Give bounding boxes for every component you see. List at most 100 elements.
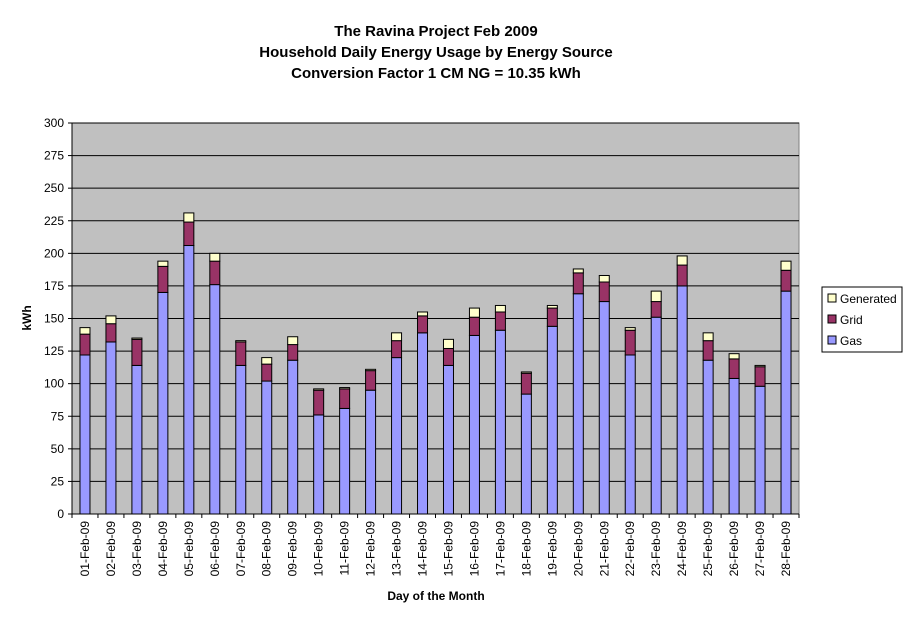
y-tick-label: 150	[44, 312, 64, 326]
bar-grid-5	[183, 221, 195, 247]
bar-gas-27	[754, 385, 766, 515]
x-tick-label: 23-Feb-09	[649, 521, 663, 577]
bar-grid-26	[728, 358, 740, 379]
bar-grid-14	[417, 315, 429, 334]
bar-generated-20	[572, 268, 584, 274]
x-axis-tick-labels: 01-Feb-09 02-Feb-09 03-Feb-09 04-Feb-09 05-F…	[71, 514, 800, 577]
bar-gas-7	[235, 364, 247, 515]
bar-generated-14	[417, 311, 429, 317]
bar-grid-24	[676, 264, 688, 287]
bar-generated-5	[183, 212, 195, 223]
bar-generated-9	[287, 336, 299, 346]
bar-gas-8	[261, 380, 273, 515]
bar-generated-26	[728, 353, 740, 360]
bar-grid-12	[365, 370, 377, 391]
bar-grid-17	[494, 311, 506, 331]
x-tick-label: 02-Feb-09	[104, 521, 118, 577]
bar-grid-18	[520, 372, 532, 395]
x-tick-label: 09-Feb-09	[286, 521, 300, 577]
bar-generated-10	[313, 388, 325, 391]
x-tick-label: 16-Feb-09	[467, 521, 481, 577]
bar-generated-18	[520, 371, 532, 374]
x-tick-label: 05-Feb-09	[182, 521, 196, 577]
bar-grid-13	[391, 340, 403, 359]
y-tick-label: 275	[44, 149, 64, 163]
bar-grid-7	[235, 341, 247, 366]
y-tick-label: 125	[44, 344, 64, 358]
bar-generated-6	[209, 252, 221, 262]
bar-generated-3	[131, 337, 143, 340]
bar-gas-14	[417, 332, 429, 515]
legend-label-grid: Grid	[840, 313, 863, 327]
x-tick-label: 06-Feb-09	[208, 521, 222, 577]
bar-grid-21	[598, 281, 610, 303]
x-tick-label: 13-Feb-09	[390, 521, 404, 577]
x-tick-label: 22-Feb-09	[623, 521, 637, 577]
bar-generated-16	[468, 307, 480, 318]
x-tick-label: 28-Feb-09	[779, 521, 793, 577]
bar-gas-4	[157, 291, 169, 515]
bar-grid-15	[442, 347, 454, 366]
bar-gas-20	[572, 293, 584, 515]
bar-generated-27	[754, 364, 766, 368]
legend-label-gas: Gas	[840, 334, 862, 348]
bar-generated-7	[235, 340, 247, 343]
bar-gas-16	[468, 334, 480, 515]
bar-generated-8	[261, 357, 273, 365]
bar-grid-4	[157, 265, 169, 293]
bar-generated-1	[79, 327, 91, 335]
bar-generated-25	[702, 332, 714, 342]
bar-gas-21	[598, 301, 610, 515]
bar-grid-2	[105, 323, 117, 343]
bar-grid-20	[572, 272, 584, 295]
bar-grid-19	[546, 307, 558, 327]
y-tick-label: 225	[44, 214, 64, 228]
bar-generated-4	[157, 260, 169, 267]
bar-generated-13	[391, 332, 403, 342]
x-tick-label: 18-Feb-09	[519, 521, 533, 577]
bar-grid-8	[261, 363, 273, 382]
y-tick-label: 0	[57, 507, 64, 521]
bar-gas-18	[520, 393, 532, 515]
x-tick-label: 17-Feb-09	[493, 521, 507, 577]
bar-gas-28	[780, 290, 792, 515]
bar-grid-3	[131, 338, 143, 366]
bar-generated-23	[650, 290, 662, 303]
bar-gas-23	[650, 316, 662, 515]
bar-gas-12	[365, 389, 377, 515]
bar-grid-1	[79, 333, 91, 356]
x-tick-label: 14-Feb-09	[416, 521, 430, 577]
bar-gas-9	[287, 359, 299, 515]
bar-generated-2	[105, 315, 117, 325]
x-tick-label: 21-Feb-09	[597, 521, 611, 577]
x-tick-label: 12-Feb-09	[364, 521, 378, 577]
chart-title-line-2: Household Daily Energy Usage by Energy S…	[259, 44, 612, 61]
bar-generated-12	[365, 368, 377, 372]
bar-grid-27	[754, 366, 766, 387]
bar-gas-22	[624, 354, 636, 515]
bar-gas-3	[131, 364, 143, 515]
bar-grid-23	[650, 301, 662, 318]
bar-gas-13	[391, 357, 403, 515]
bar-gas-17	[494, 329, 506, 515]
x-tick-label: 08-Feb-09	[260, 521, 274, 577]
x-tick-label: 15-Feb-09	[441, 521, 455, 577]
bar-gas-25	[702, 359, 714, 515]
legend-label-generated: Generated	[840, 292, 897, 306]
bar-generated-21	[598, 274, 610, 283]
bar-gas-24	[676, 285, 688, 515]
legend: Generated Grid Gas	[821, 286, 903, 353]
y-tick-label: 50	[51, 442, 65, 456]
y-tick-label: 250	[44, 181, 64, 195]
bar-grid-9	[287, 344, 299, 361]
chart-title-line-1: The Ravina Project Feb 2009	[334, 23, 537, 40]
x-tick-label: 10-Feb-09	[312, 521, 326, 577]
bar-generated-28	[780, 260, 792, 271]
y-tick-label: 300	[44, 116, 64, 130]
legend-swatch-grid	[827, 314, 837, 324]
bar-gas-15	[442, 364, 454, 515]
legend-swatch-gas	[827, 335, 837, 345]
bar-gas-19	[546, 325, 558, 515]
x-axis-title: Day of the Month	[387, 589, 484, 603]
